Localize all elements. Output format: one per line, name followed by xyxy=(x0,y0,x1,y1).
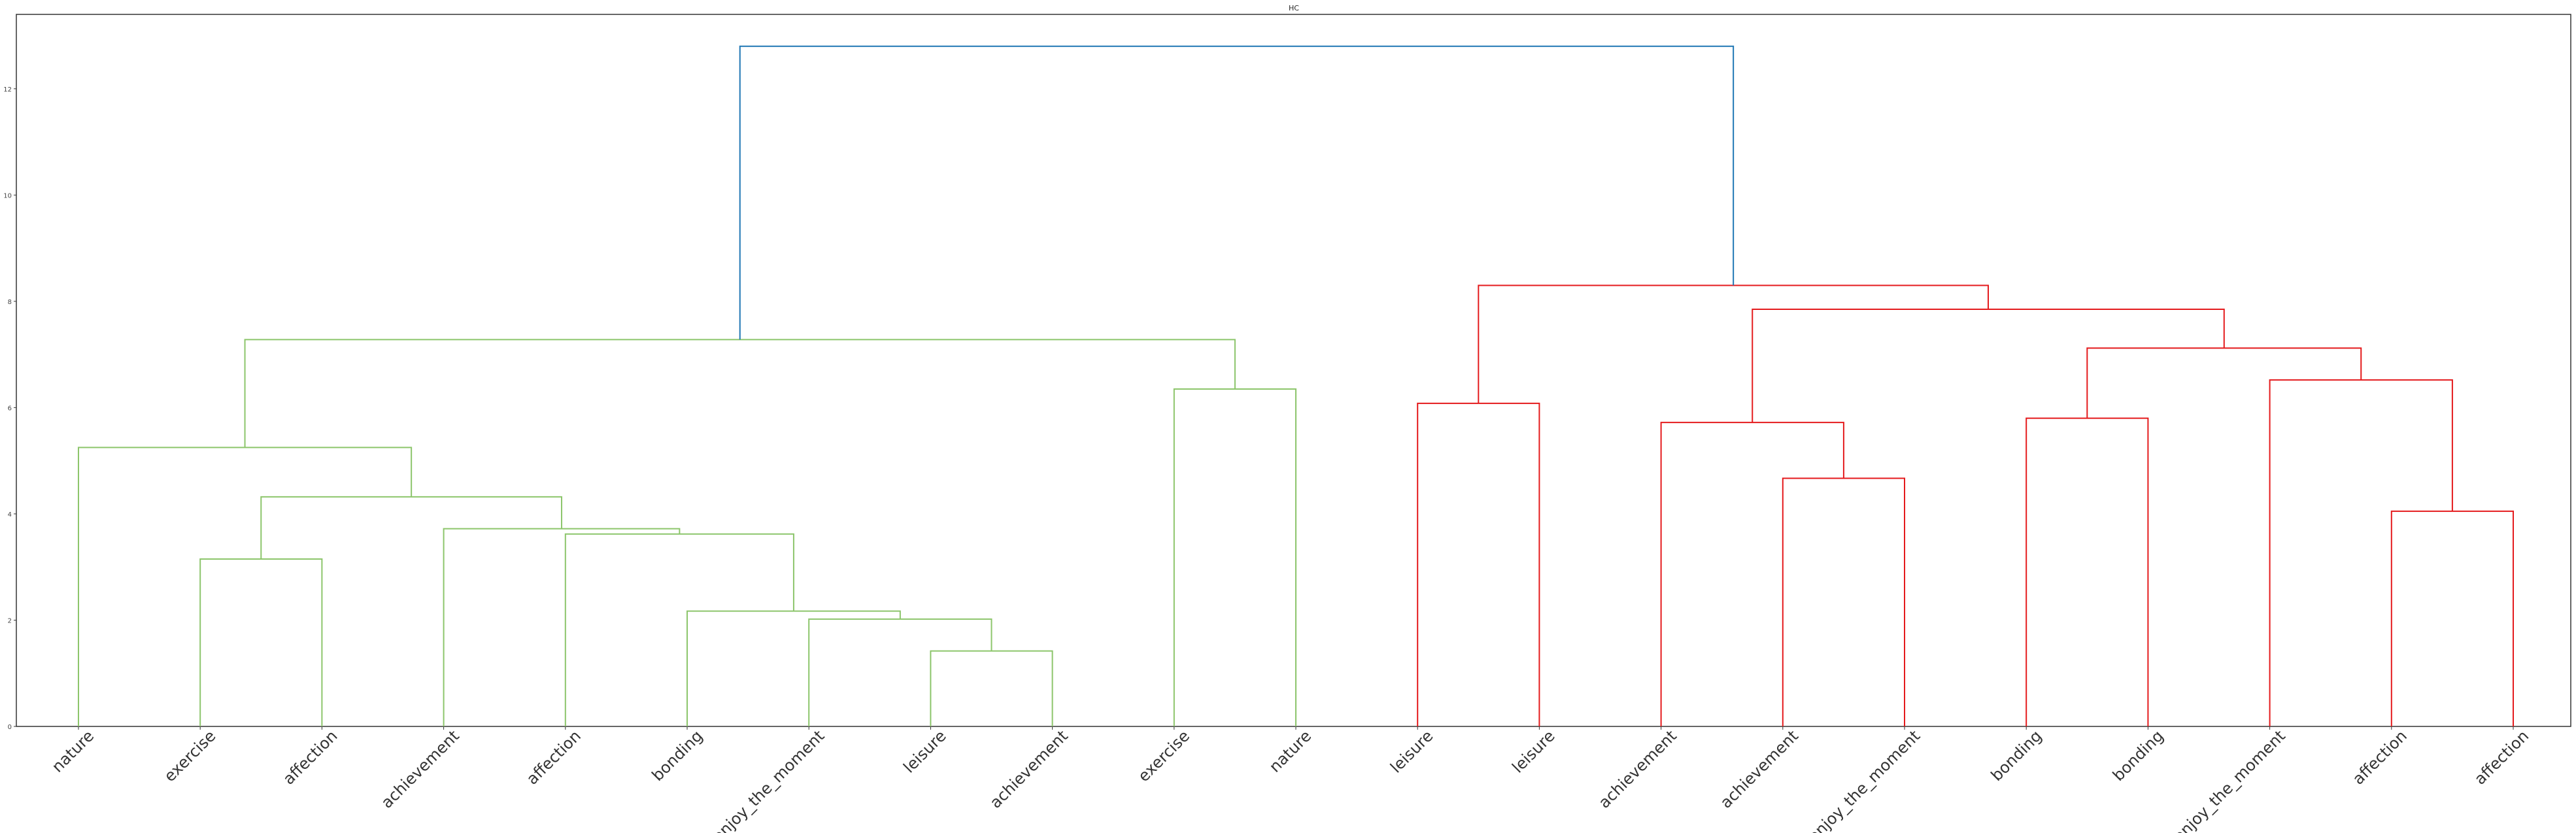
dendrogram-link-cluster_a xyxy=(78,447,413,726)
dendrogram-link-cluster_b xyxy=(1752,309,2225,423)
y-tick-label: 4 xyxy=(8,511,12,518)
leaf-label: leisure xyxy=(1508,726,1558,776)
y-tick-label: 10 xyxy=(3,192,12,199)
dendrogram-link-cluster_a xyxy=(686,610,901,726)
dendrogram-link-cluster_a xyxy=(808,618,992,726)
leaf-label: nature xyxy=(48,726,97,775)
dendrogram-link-cluster_a xyxy=(260,496,562,560)
leaf-label: achievement xyxy=(1595,726,1680,811)
leaf-label: achievement xyxy=(987,726,1072,811)
leaf-label: leisure xyxy=(900,726,949,776)
dendrogram-links xyxy=(78,45,2514,726)
leaf-label: affection xyxy=(279,726,341,788)
dendrogram-link-cluster_b xyxy=(1782,477,1905,726)
y-tick-label: 8 xyxy=(8,299,12,306)
dendrogram-link-cluster_a xyxy=(443,528,681,726)
leaf-label: achievement xyxy=(378,726,463,811)
leaf-label: exercise xyxy=(161,726,220,785)
dendrogram-link-cluster_a xyxy=(199,558,323,726)
dendrogram-link-cluster_b xyxy=(2269,379,2453,726)
leaf-label: enjoy_the_moment xyxy=(2170,726,2289,833)
y-axis: 0 2 4 6 8 10 12 xyxy=(3,86,16,731)
leaf-label: leisure xyxy=(1387,726,1436,776)
plot-frame xyxy=(16,14,2571,727)
dendrogram-link-cluster_b xyxy=(2086,347,2362,418)
dendrogram-link-cluster_a xyxy=(244,339,1236,448)
y-tick-label: 2 xyxy=(8,617,12,624)
leaf-label: enjoy_the_moment xyxy=(1805,726,1924,833)
leaf-label: exercise xyxy=(1134,726,1193,785)
dendrogram-link-cluster_b xyxy=(1660,422,1844,726)
dendrogram-link-cluster_b xyxy=(1478,284,1990,403)
dendrogram-link-cluster_a xyxy=(930,650,1053,726)
leaf-label: achievement xyxy=(1717,726,1802,811)
y-tick-label: 6 xyxy=(8,405,12,412)
leaf-label: enjoy_the_moment xyxy=(709,726,828,833)
dendrogram-link-cluster_b xyxy=(2390,510,2514,726)
y-tick-label: 0 xyxy=(8,724,12,731)
y-tick-label: 12 xyxy=(3,86,12,94)
leaf-label: affection xyxy=(2471,726,2532,788)
x-axis-leaf-labels: nature exercise affection achievement affect… xyxy=(48,726,2532,833)
chart-title: HC xyxy=(1289,4,1299,12)
leaf-label: affection xyxy=(2349,726,2411,788)
leaf-label: nature xyxy=(1266,726,1315,775)
dendrogram-link-cluster_a xyxy=(1173,388,1296,726)
leaf-label: bonding xyxy=(649,726,707,785)
dendrogram-link-root xyxy=(739,45,1735,340)
dendrogram-link-cluster_b xyxy=(2025,417,2149,726)
leaf-label: bonding xyxy=(1988,726,2046,785)
leaf-label: affection xyxy=(523,726,585,788)
leaf-label: bonding xyxy=(2109,726,2167,785)
dendrogram-link-cluster_b xyxy=(1417,402,1540,726)
dendrogram-link-cluster_a xyxy=(564,533,794,726)
